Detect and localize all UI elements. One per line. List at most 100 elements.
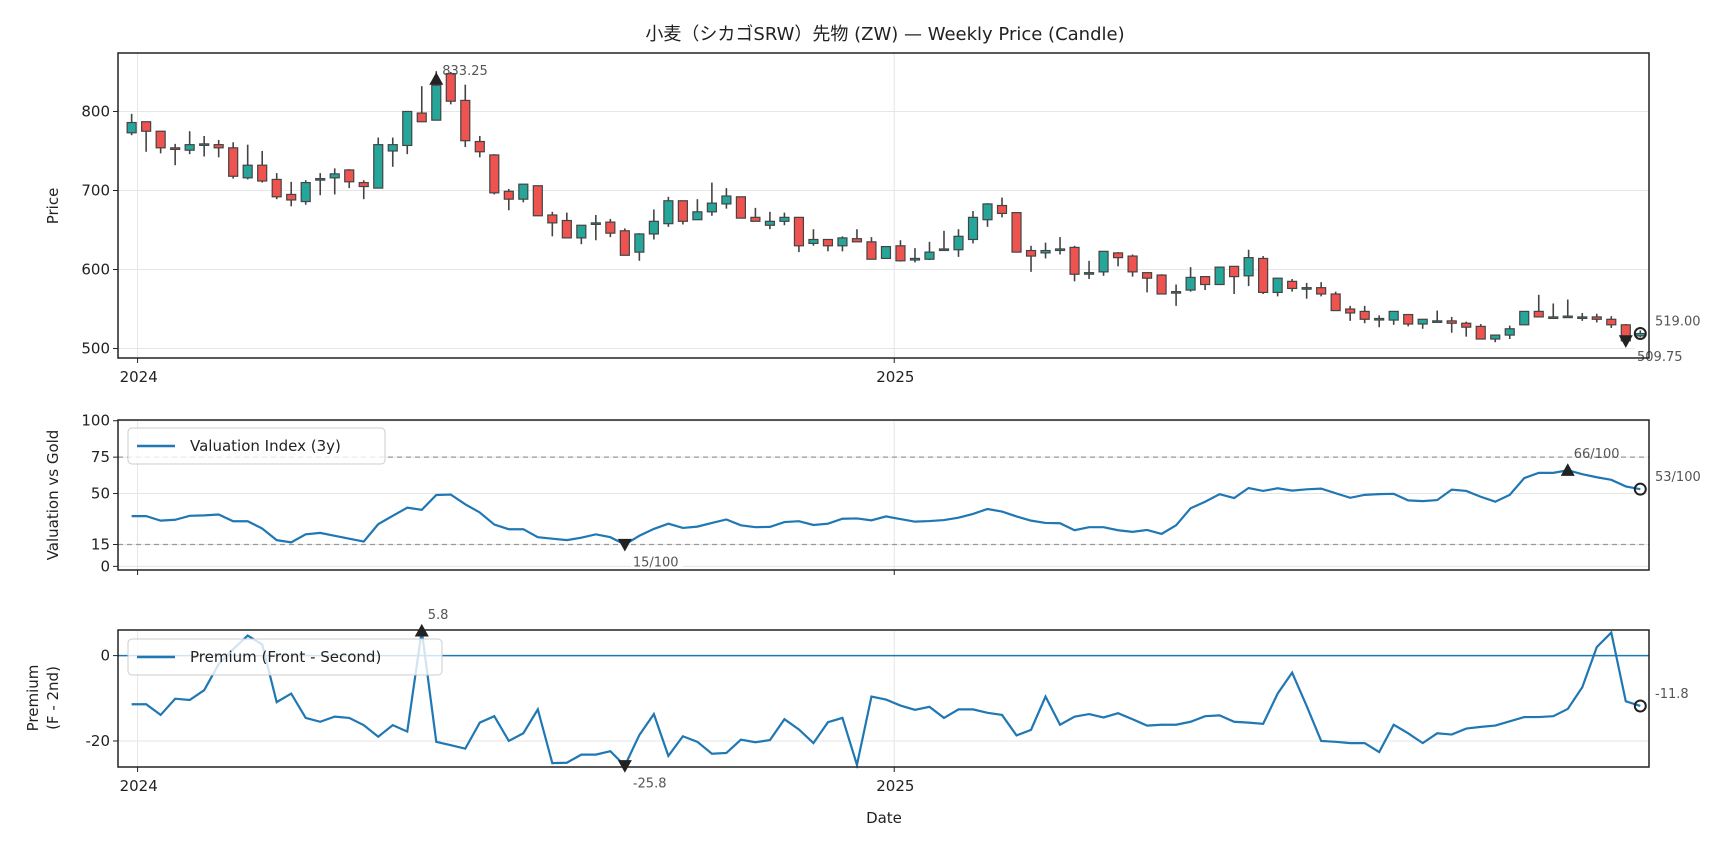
candle-body (1345, 308, 1356, 314)
candle (561, 212, 572, 239)
candle-body (967, 216, 979, 241)
candle (706, 182, 717, 216)
candle (895, 240, 906, 262)
candle (1475, 324, 1486, 340)
candle-body (474, 140, 485, 153)
candle-body (358, 181, 369, 188)
candle-body (576, 224, 587, 239)
candle-body (938, 248, 950, 252)
candle-body (518, 183, 529, 200)
candle (358, 180, 369, 200)
candle (1229, 265, 1240, 294)
candle-body (416, 112, 427, 123)
candle-body (953, 235, 964, 251)
candle-body (1562, 315, 1573, 319)
candle (924, 241, 935, 261)
candle (1054, 237, 1066, 255)
candle-body (271, 178, 282, 198)
candle-body (532, 185, 543, 217)
candle (503, 188, 514, 211)
candle (1156, 274, 1167, 295)
annotation-background (630, 553, 683, 570)
plot-frame (117, 419, 1650, 571)
candle-body (1403, 313, 1414, 325)
valuation-max-label: 66/100 (1574, 447, 1620, 462)
candle (445, 71, 456, 105)
candle-body (329, 173, 340, 179)
y-tick-label: 0 (100, 557, 110, 575)
candle-body (199, 143, 210, 146)
candle-body (764, 220, 776, 226)
premium-min-label: -25.8 (633, 777, 667, 792)
candle-body (1258, 257, 1269, 294)
candle-body (1388, 310, 1399, 321)
candle-body (1011, 212, 1022, 253)
min-marker (1618, 335, 1633, 348)
candle-body (793, 216, 805, 247)
candle-body (924, 251, 935, 260)
candle (1200, 276, 1211, 291)
candle-body (402, 110, 413, 147)
y-tick-label: 600 (81, 261, 110, 279)
candle-body (1519, 310, 1530, 326)
candle (532, 185, 543, 217)
candle (1359, 305, 1370, 324)
candle (257, 150, 268, 183)
candle (851, 229, 863, 243)
candle-body (286, 193, 297, 201)
candle-body (489, 154, 500, 194)
candle (228, 142, 239, 179)
candle-body (1301, 287, 1312, 290)
x-tick-label: 2024 (120, 777, 158, 795)
candle (590, 214, 601, 241)
y-tick-label: -20 (86, 732, 111, 750)
candle (1504, 325, 1515, 340)
candle (909, 248, 921, 263)
candle-body (1461, 322, 1472, 328)
premium-legend: Premium (Front - Second) (127, 638, 443, 676)
candle-body (779, 216, 790, 222)
candle-body (170, 147, 181, 150)
candle (605, 218, 616, 238)
price-y-label: Price (44, 188, 62, 225)
price-max-label: 833.25 (442, 64, 488, 79)
candle-body (735, 196, 747, 219)
candle (1083, 260, 1095, 279)
premium-last-label: -11.8 (1655, 687, 1689, 702)
candle-body (619, 230, 630, 256)
candle-body (1316, 287, 1327, 295)
candle (1025, 245, 1037, 272)
candle (460, 84, 471, 148)
candle-body (750, 216, 761, 222)
candle-body (1490, 334, 1501, 340)
x-axis-label: Date (866, 809, 902, 827)
candle-body (866, 241, 877, 260)
y-tick-label: 700 (81, 181, 110, 199)
candle-body (503, 190, 514, 200)
candle (1258, 256, 1269, 294)
candle-body (1591, 316, 1602, 320)
candle-body (605, 221, 616, 234)
candle (402, 110, 413, 155)
candle (373, 137, 384, 189)
y-tick-label: 800 (81, 102, 110, 120)
candle-body (1446, 320, 1457, 324)
candle (880, 245, 892, 260)
premium-series-line (131, 630, 1641, 770)
candle (996, 197, 1008, 218)
candle-body (431, 84, 442, 121)
x-tick-label: 2025 (876, 777, 914, 795)
candle (1417, 318, 1428, 329)
max-marker (429, 72, 444, 85)
candle-body (460, 99, 471, 142)
candle (199, 135, 210, 157)
candle (1069, 245, 1080, 282)
candle-body (1127, 255, 1138, 273)
candle (1461, 321, 1472, 337)
candle-body (1359, 310, 1370, 320)
candle (938, 230, 950, 252)
last-value-marker (1633, 482, 1647, 496)
candle-body (141, 121, 152, 132)
y-tick-label: 75 (91, 448, 110, 466)
